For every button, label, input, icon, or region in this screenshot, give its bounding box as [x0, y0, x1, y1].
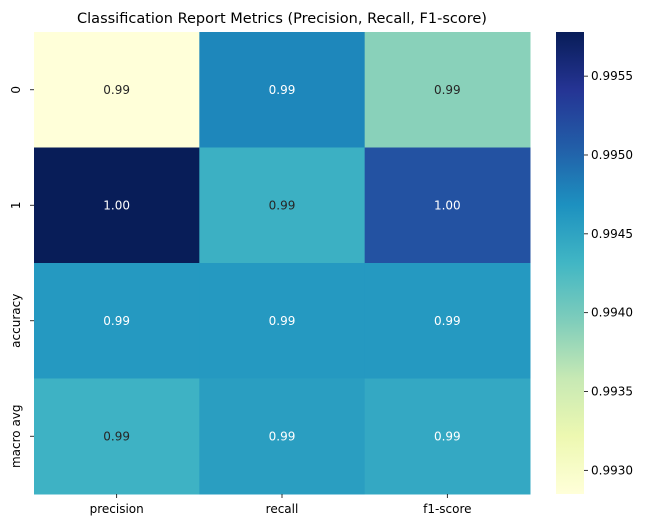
heatmap-cell	[199, 32, 366, 148]
y-tick-label: 0	[9, 86, 23, 94]
colorbar-tick-label: 0.9930	[591, 463, 633, 477]
colorbar-tick-label: 0.9940	[591, 306, 633, 320]
heatmap-cell	[34, 263, 200, 379]
cell-annotation: 0.99	[434, 314, 461, 328]
x-tick-label: precision	[90, 502, 144, 516]
x-tick-label: recall	[266, 502, 299, 516]
cell-annotation: 1.00	[434, 198, 461, 212]
chart-title: Classification Report Metrics (Precision…	[77, 11, 487, 27]
colorbar-tick-label: 0.9945	[591, 227, 633, 241]
cell-annotation: 0.99	[269, 83, 296, 97]
colorbar-ticks: 0.9930 0.9935 0.9940 0.9945 0.9950 0.9955	[584, 69, 633, 477]
heatmap-cells	[34, 32, 531, 495]
cell-annotation: 0.99	[434, 429, 461, 443]
cell-annotation: 1.00	[103, 198, 130, 212]
colorbar-tick-label: 0.9935	[591, 385, 633, 399]
heatmap-cell	[34, 147, 200, 264]
heatmap-cell	[364, 263, 531, 379]
cell-annotation: 0.99	[269, 314, 296, 328]
cell-annotation: 0.99	[103, 314, 130, 328]
y-tick-label: accuracy	[9, 294, 23, 348]
x-tick-label: f1-score	[423, 502, 471, 516]
cell-annotations: 0.99 0.99 0.99 1.00 0.99 1.00 0.99 0.99 0.99 0.99…	[103, 83, 460, 444]
heatmap-cell	[364, 147, 531, 264]
heatmap-cell	[34, 378, 200, 495]
heatmap-cell	[34, 32, 200, 148]
heatmap-cell	[364, 32, 531, 148]
heatmap-cell	[199, 147, 366, 264]
cell-annotation: 0.99	[269, 198, 296, 212]
cell-annotation: 0.99	[434, 83, 461, 97]
cell-annotation: 0.99	[269, 429, 296, 443]
y-tick-label: 1	[9, 201, 23, 209]
cell-annotation: 0.99	[103, 83, 130, 97]
y-axis-ticks: 0 1 accuracy macro avg	[9, 86, 34, 468]
colorbar-tick-label: 0.9955	[591, 69, 633, 83]
x-axis-ticks: precision recall f1-score	[90, 494, 472, 516]
colorbar-tick-label: 0.9950	[591, 148, 633, 162]
heatmap-cell	[199, 263, 366, 379]
y-tick-label: macro avg	[9, 404, 23, 468]
heatmap-cell	[199, 378, 366, 495]
cell-annotation: 0.99	[103, 429, 130, 443]
heatmap-cell	[364, 378, 531, 495]
colorbar	[556, 32, 584, 494]
